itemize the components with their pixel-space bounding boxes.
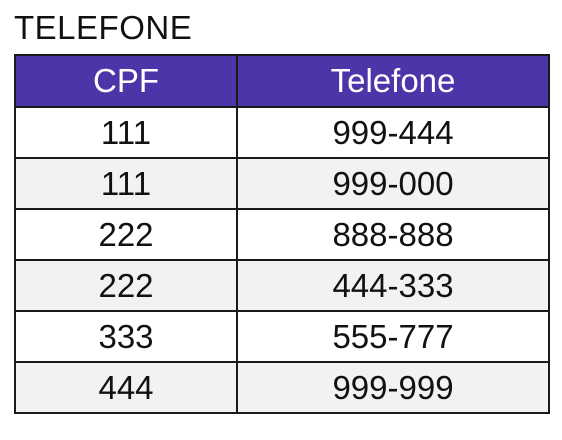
cell-telefone: 888-888 — [236, 208, 550, 261]
table-header-row: CPF Telefone — [14, 54, 550, 108]
cell-cpf: 222 — [14, 208, 238, 261]
cell-cpf: 444 — [14, 361, 238, 414]
cell-telefone: 444-333 — [236, 259, 550, 312]
cell-telefone: 999-999 — [236, 361, 550, 414]
telefone-table: CPF Telefone 111 999-444 111 999-000 222… — [14, 54, 550, 414]
table-row: 222 444-333 — [14, 259, 550, 312]
table-title: TELEFONE — [14, 9, 193, 46]
table-row: 111 999-000 — [14, 157, 550, 210]
cell-cpf: 222 — [14, 259, 238, 312]
table-row: 444 999-999 — [14, 361, 550, 414]
cell-telefone: 999-000 — [236, 157, 550, 210]
cell-cpf: 333 — [14, 310, 238, 363]
column-header-telefone: Telefone — [236, 54, 550, 108]
column-header-cpf: CPF — [14, 54, 238, 108]
table-row: 111 999-444 — [14, 106, 550, 159]
table-row: 333 555-777 — [14, 310, 550, 363]
cell-telefone: 555-777 — [236, 310, 550, 363]
cell-telefone: 999-444 — [236, 106, 550, 159]
cell-cpf: 111 — [14, 157, 238, 210]
cell-cpf: 111 — [14, 106, 238, 159]
table-row: 222 888-888 — [14, 208, 550, 261]
